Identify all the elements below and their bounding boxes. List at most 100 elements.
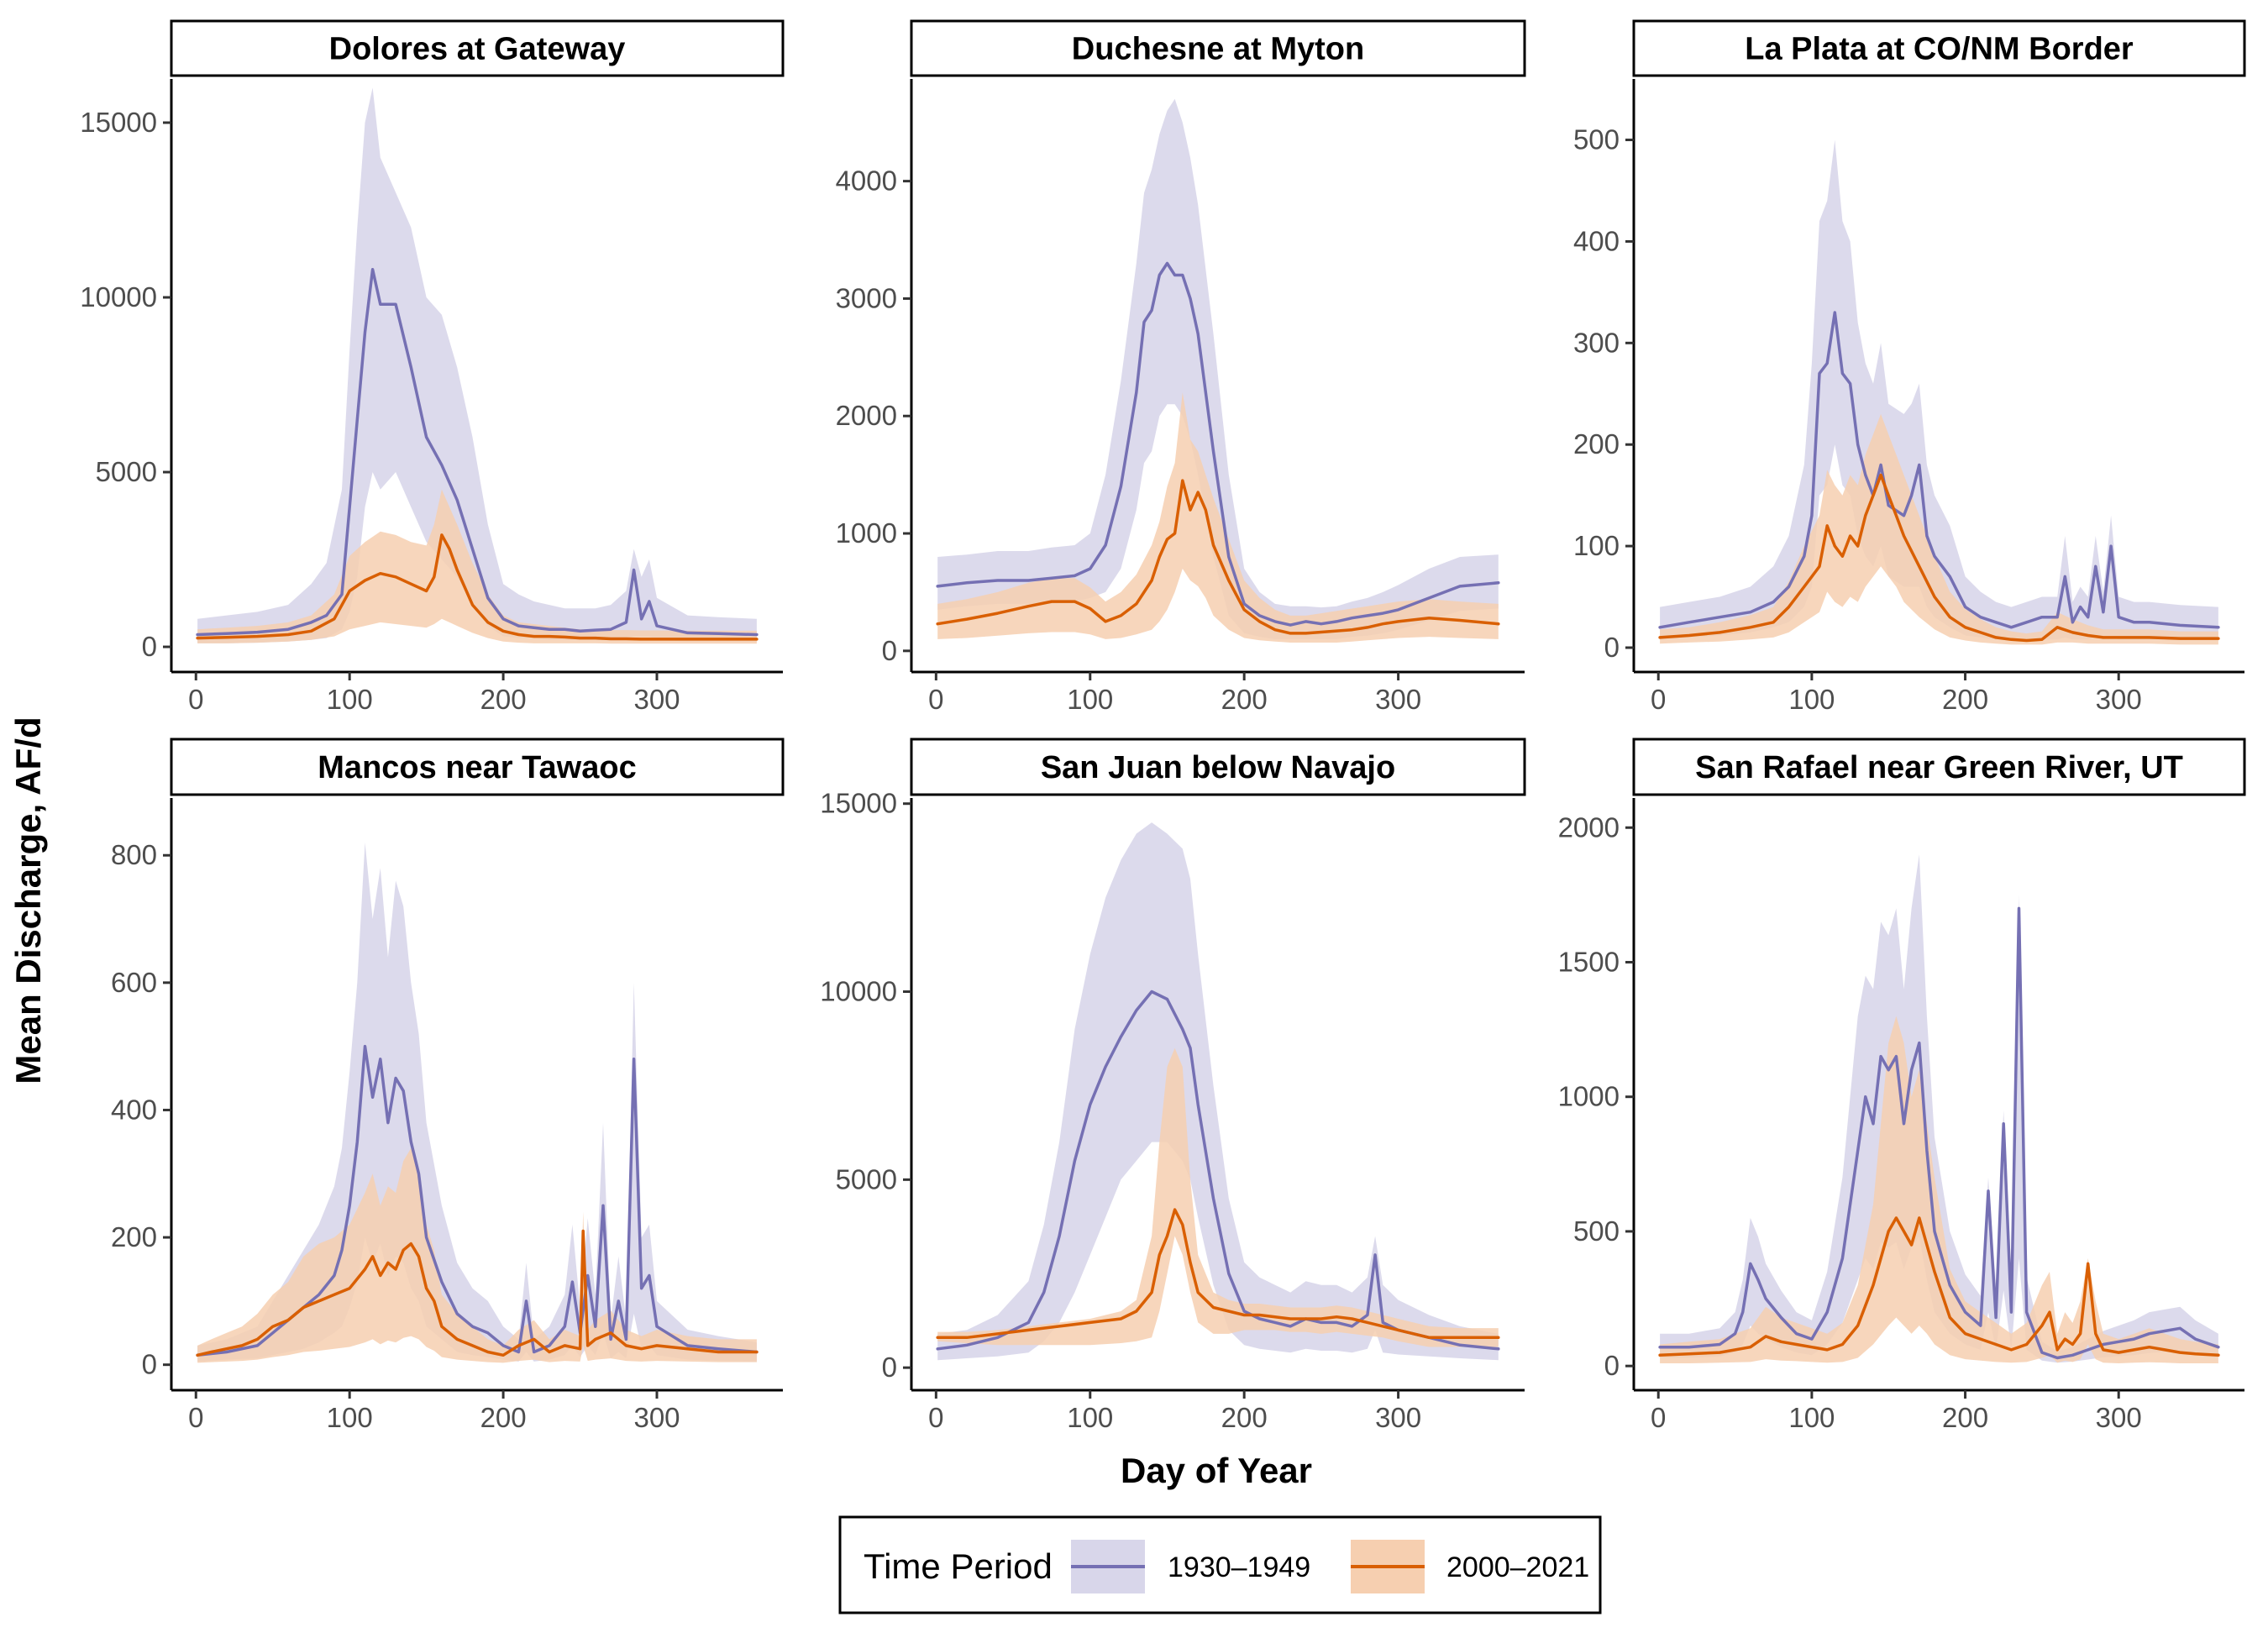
ribbon-2000-2021 <box>1660 413 2218 645</box>
y-tick-label: 5000 <box>96 456 157 487</box>
x-axis-title: Day of Year <box>1121 1451 1312 1490</box>
x-tick-label: 0 <box>928 1402 943 1433</box>
panel-la-plata-at-co-nm-border: La Plata at CO/NM Border 0 100 200 300 400 500… <box>1573 19 2246 715</box>
panel-title: Mancos near Tawaoc <box>318 750 636 785</box>
series-line-2000-2021 <box>196 533 759 641</box>
x-tick-label: 0 <box>188 684 203 715</box>
panel-mancos-near-tawaoc: Mancos near Tawaoc 0 200 400 600 800 0 100 200 30… <box>111 738 785 1433</box>
panel-san-rafael-near-green-river-ut: San Rafael near Green River, UT050010001… <box>1558 738 2246 1433</box>
series-line-1930-1949 <box>936 990 1500 1351</box>
y-tick-label: 0 <box>1604 632 1620 663</box>
y-tick-label: 100 <box>1573 530 1620 561</box>
panel-strip <box>910 19 1526 77</box>
series-line-2000-2021 <box>936 1208 1500 1340</box>
panel-title: San Juan below Navajo <box>1041 750 1395 785</box>
x-tick-label: 100 <box>327 684 373 715</box>
x-tick-label: 300 <box>2096 1402 2142 1433</box>
x-tick-label: 0 <box>928 684 943 715</box>
x-tick-label: 300 <box>633 684 680 715</box>
y-tick-label: 2000 <box>836 400 897 431</box>
legend-key-1930-1949 <box>1071 1540 1145 1593</box>
x-tick-label: 100 <box>1067 684 1113 715</box>
series-line-1930-1949 <box>1658 906 2220 1360</box>
y-tick-label: 15000 <box>820 788 897 819</box>
legend-label-1930-1949: 1930–1949 <box>1168 1551 1310 1583</box>
ribbon-1930-1949 <box>197 87 757 643</box>
panel-duchesne-at-myton: Duchesne at Myton 0 1000 2000 3000 4000 0 100 20… <box>836 19 1526 715</box>
ribbon-2000-2021 <box>197 1147 757 1363</box>
ribbon-2000-2021 <box>937 392 1499 643</box>
legend: Time Period 1930–1949 2000–2021 <box>838 1515 1602 1614</box>
y-tick-label: 15000 <box>80 107 157 138</box>
y-tick-label: 2000 <box>1558 811 1620 843</box>
x-tick-label: 200 <box>1221 684 1268 715</box>
y-tick-label: 300 <box>1573 327 1620 358</box>
y-tick-label: 200 <box>1573 428 1620 459</box>
ribbon-1930-1949 <box>1660 139 2218 640</box>
panel-title: San Rafael near Green River, UT <box>1695 750 2183 785</box>
x-tick-label: 0 <box>188 1402 203 1433</box>
x-tick-label: 300 <box>2096 684 2142 715</box>
panel-title: La Plata at CO/NM Border <box>1745 32 2134 67</box>
panel-strip <box>170 738 785 796</box>
y-tick-label: 0 <box>1604 1350 1620 1381</box>
y-axis-title: Mean Discharge, AF/d <box>8 717 48 1084</box>
series-line-2000-2021 <box>196 1229 759 1357</box>
y-tick-label: 1500 <box>1558 946 1620 977</box>
panel-dolores-at-gateway: Dolores at Gateway 0 5000 10000 15000 0 100 200… <box>80 19 785 715</box>
ribbon-2000-2021 <box>1660 1016 2218 1363</box>
series-line-2000-2021 <box>1658 1216 2220 1357</box>
y-tick-label: 500 <box>1573 124 1620 155</box>
y-tick-label: 0 <box>142 631 157 662</box>
y-tick-label: 1000 <box>1558 1081 1620 1112</box>
ribbon-2000-2021 <box>197 489 757 644</box>
panel-strip <box>1632 19 2246 77</box>
panel-strip <box>1632 738 2246 796</box>
x-tick-label: 200 <box>1221 1402 1268 1433</box>
ribbon-1930-1949 <box>197 843 757 1362</box>
y-tick-label: 0 <box>882 1352 897 1383</box>
series-line-1930-1949 <box>936 261 1500 627</box>
panel-strip <box>170 19 785 77</box>
x-tick-label: 100 <box>327 1402 373 1433</box>
panel-title: Dolores at Gateway <box>329 32 626 67</box>
legend-title: Time Period <box>864 1546 1053 1586</box>
panel-strip <box>910 738 1526 796</box>
x-tick-label: 300 <box>1375 684 1421 715</box>
x-tick-label: 300 <box>1375 1402 1421 1433</box>
y-tick-label: 1000 <box>836 517 897 549</box>
legend-box <box>838 1515 1602 1614</box>
x-tick-label: 200 <box>480 684 527 715</box>
legend-label-2000-2021: 2000–2021 <box>1446 1551 1589 1583</box>
y-tick-label: 4000 <box>836 165 897 197</box>
y-tick-label: 0 <box>882 635 897 666</box>
y-tick-label: 5000 <box>836 1163 897 1194</box>
series-line-1930-1949 <box>1658 311 2220 629</box>
x-tick-label: 0 <box>1651 684 1666 715</box>
x-tick-label: 200 <box>1942 684 1988 715</box>
x-tick-label: 100 <box>1788 1402 1835 1433</box>
series-line-1930-1949 <box>196 267 759 637</box>
y-tick-label: 400 <box>111 1094 157 1125</box>
panel-san-juan-below-navajo: San Juan below Navajo 0 5000 10000 15000 0 100… <box>820 738 1526 1433</box>
y-tick-label: 10000 <box>820 976 897 1007</box>
x-tick-label: 200 <box>480 1402 527 1433</box>
x-tick-label: 200 <box>1942 1402 1988 1433</box>
y-tick-label: 400 <box>1573 225 1620 256</box>
x-tick-label: 100 <box>1788 684 1835 715</box>
x-tick-label: 300 <box>633 1402 680 1433</box>
y-tick-label: 10000 <box>80 281 157 312</box>
x-tick-label: 100 <box>1067 1402 1113 1433</box>
series-line-2000-2021 <box>1658 473 2220 643</box>
y-tick-label: 200 <box>111 1221 157 1252</box>
ribbon-1930-1949 <box>937 822 1499 1361</box>
y-tick-label: 0 <box>142 1349 157 1380</box>
x-tick-label: 0 <box>1651 1402 1666 1433</box>
series-line-2000-2021 <box>936 479 1500 635</box>
series-line-1930-1949 <box>196 1044 759 1357</box>
y-tick-label: 800 <box>111 839 157 870</box>
panel-title: Duchesne at Myton <box>1072 32 1364 67</box>
y-tick-label: 600 <box>111 967 157 998</box>
y-tick-label: 3000 <box>836 282 897 313</box>
